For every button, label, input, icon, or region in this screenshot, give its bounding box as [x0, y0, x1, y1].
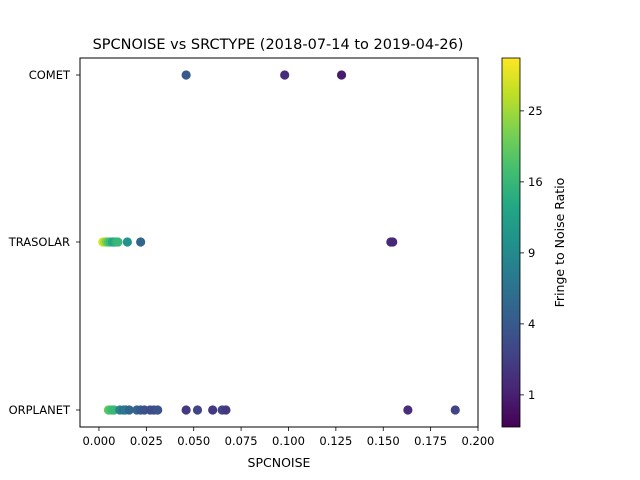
data-point [403, 405, 413, 415]
colorbar-label: Fringe to Noise Ratio [552, 178, 567, 308]
x-tick-label: 0.025 [130, 434, 163, 448]
x-tick-label: 0.050 [177, 434, 210, 448]
colorbar-ticks: 1 4 9 16 25 [520, 104, 543, 402]
data-point [181, 405, 191, 415]
x-tick-label: 0.200 [462, 434, 495, 448]
x-tick-label: 0.175 [414, 434, 447, 448]
plot-area-frame [79, 57, 479, 428]
x-tick-label: 0.150 [367, 434, 400, 448]
colorbar-tick-label: 1 [528, 388, 535, 402]
chart-title: SPCNOISE vs SRCTYPE (2018-07-14 to 2019-… [93, 37, 464, 53]
x-tick-label: 0.000 [82, 434, 115, 448]
data-point [388, 237, 398, 247]
data-point [221, 405, 231, 415]
data-point [153, 405, 163, 415]
colorbar-tick-label: 9 [528, 246, 535, 260]
data-point [122, 237, 132, 247]
data-point [280, 70, 290, 80]
x-tick-label: 0.075 [225, 434, 258, 448]
x-axis-label: SPCNOISE [248, 455, 311, 470]
x-tick-label: 0.125 [319, 434, 352, 448]
y-tick-label: COMET [29, 68, 71, 82]
data-point [192, 405, 203, 415]
data-point [124, 405, 134, 415]
y-tick-label: ORPLANET [9, 403, 71, 417]
colorbar-tick-label: 4 [528, 317, 535, 331]
data-point [336, 70, 347, 80]
colorbar-tick-label: 25 [528, 104, 543, 118]
colorbar [501, 57, 521, 428]
x-axis-ticks: 0.000 0.025 0.050 0.075 0.100 0.125 0.150 0.175… [82, 427, 494, 448]
data-point [113, 237, 123, 247]
data-point [450, 405, 460, 415]
y-tick-label: TRASOLAR [8, 235, 70, 249]
x-tick-label: 0.100 [272, 434, 305, 448]
points-layer [98, 70, 460, 415]
data-point [208, 405, 218, 415]
data-point [136, 237, 146, 247]
y-axis-ticks: COMET TRASOLAR ORPLANET [8, 68, 80, 417]
data-point [181, 70, 191, 80]
colorbar-tick-label: 16 [528, 175, 543, 189]
